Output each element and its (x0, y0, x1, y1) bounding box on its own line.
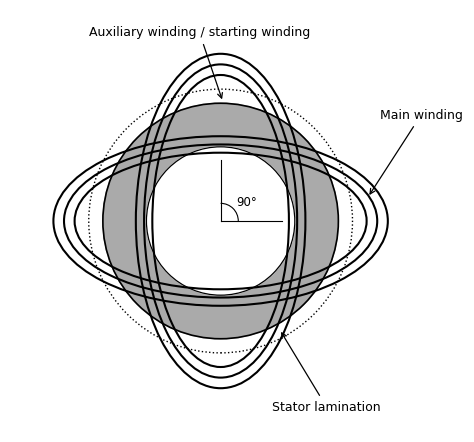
Ellipse shape (169, 170, 187, 187)
Ellipse shape (194, 157, 216, 169)
Polygon shape (219, 147, 223, 150)
Ellipse shape (255, 170, 272, 187)
Polygon shape (250, 278, 261, 285)
Polygon shape (286, 197, 290, 209)
Ellipse shape (225, 157, 247, 169)
Polygon shape (199, 289, 204, 293)
Ellipse shape (161, 181, 176, 201)
Ellipse shape (265, 241, 280, 261)
Polygon shape (281, 182, 286, 187)
Ellipse shape (181, 266, 201, 280)
Circle shape (146, 147, 295, 295)
Ellipse shape (181, 162, 201, 176)
Polygon shape (237, 149, 242, 153)
Polygon shape (157, 181, 164, 191)
Polygon shape (166, 167, 172, 173)
Text: 90°: 90° (236, 196, 257, 209)
Polygon shape (151, 233, 155, 245)
Circle shape (103, 103, 338, 339)
Polygon shape (199, 149, 204, 153)
Polygon shape (233, 152, 245, 156)
Polygon shape (151, 197, 155, 209)
Ellipse shape (273, 226, 284, 248)
Text: Main winding: Main winding (370, 109, 463, 194)
Polygon shape (288, 237, 293, 243)
Polygon shape (197, 152, 208, 156)
Polygon shape (286, 233, 290, 245)
Polygon shape (278, 251, 284, 261)
Polygon shape (180, 157, 191, 164)
Polygon shape (291, 219, 295, 223)
Polygon shape (219, 292, 223, 295)
Polygon shape (155, 255, 161, 260)
Ellipse shape (275, 210, 286, 232)
Ellipse shape (241, 162, 261, 176)
Polygon shape (265, 266, 274, 275)
Polygon shape (180, 278, 191, 285)
Polygon shape (157, 251, 164, 261)
Ellipse shape (210, 156, 232, 166)
Polygon shape (250, 157, 261, 164)
Text: Auxiliary winding / starting winding: Auxiliary winding / starting winding (89, 26, 310, 98)
Polygon shape (215, 151, 227, 152)
Ellipse shape (273, 194, 284, 216)
Ellipse shape (156, 226, 169, 248)
Polygon shape (269, 269, 275, 275)
Ellipse shape (210, 276, 232, 286)
Polygon shape (265, 167, 274, 176)
Ellipse shape (255, 255, 272, 272)
Polygon shape (197, 286, 208, 290)
Polygon shape (167, 167, 176, 176)
Ellipse shape (194, 273, 216, 285)
Polygon shape (182, 281, 187, 286)
Polygon shape (278, 181, 284, 191)
Polygon shape (215, 290, 227, 291)
Polygon shape (290, 215, 291, 227)
Polygon shape (254, 281, 260, 286)
Ellipse shape (156, 194, 169, 216)
Polygon shape (148, 199, 153, 205)
Polygon shape (288, 199, 293, 205)
Polygon shape (146, 219, 150, 223)
Polygon shape (166, 269, 172, 275)
Polygon shape (237, 289, 242, 293)
Ellipse shape (225, 273, 247, 285)
Polygon shape (182, 156, 187, 161)
Polygon shape (167, 266, 176, 275)
Ellipse shape (155, 210, 166, 232)
Ellipse shape (265, 181, 280, 201)
Ellipse shape (169, 255, 187, 272)
Polygon shape (254, 156, 260, 161)
Polygon shape (281, 255, 286, 260)
Polygon shape (148, 237, 153, 243)
Polygon shape (269, 167, 275, 173)
Polygon shape (233, 286, 245, 290)
Polygon shape (155, 182, 161, 187)
Ellipse shape (241, 266, 261, 280)
Ellipse shape (161, 241, 176, 261)
Text: Stator lamination: Stator lamination (272, 333, 381, 414)
Polygon shape (150, 215, 151, 227)
